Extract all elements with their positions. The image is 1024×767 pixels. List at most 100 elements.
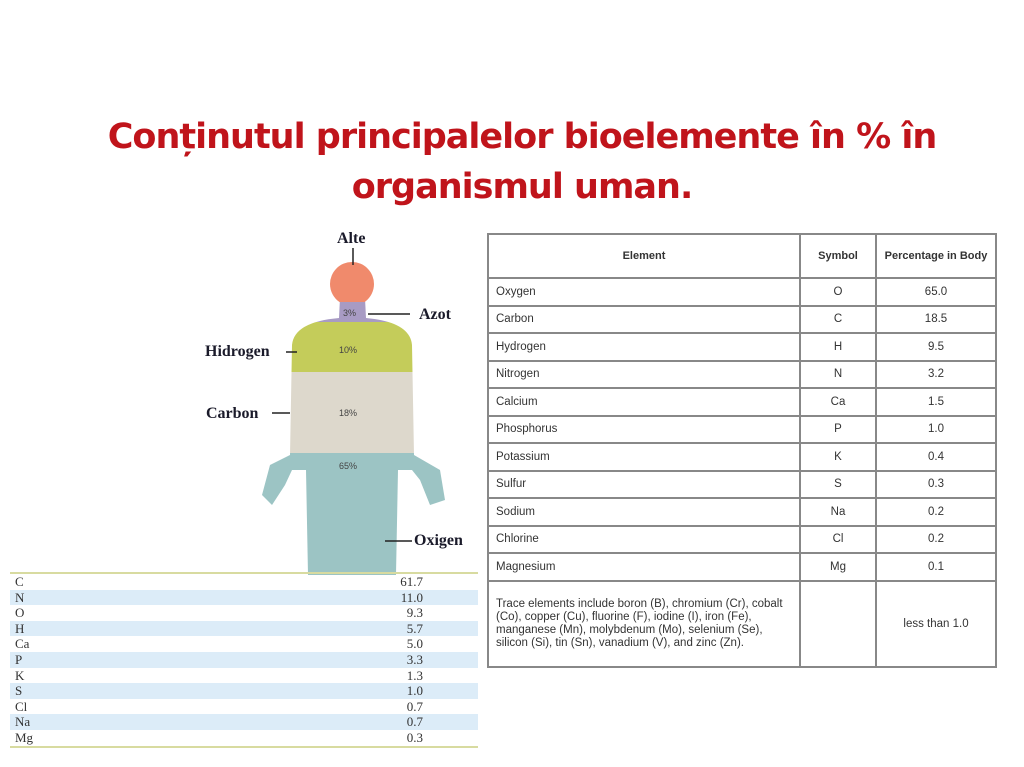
band-others bbox=[262, 262, 445, 302]
value-cell: 61.7 bbox=[400, 574, 423, 589]
header-percentage: Percentage in Body bbox=[875, 233, 997, 279]
element-cell: Sodium bbox=[487, 497, 801, 527]
element-cell: Calcium bbox=[487, 387, 801, 417]
table-row: Mg 0.3 bbox=[10, 730, 478, 746]
header-symbol: Symbol bbox=[799, 233, 877, 279]
symbol-cell: P bbox=[15, 651, 23, 667]
value-cell: 1.3 bbox=[406, 667, 423, 683]
element-cell: Nitrogen bbox=[487, 359, 801, 389]
table-row: Calcium Ca 1.5 bbox=[487, 387, 997, 417]
percentage-cell: 0.4 bbox=[875, 442, 997, 472]
symbol-cell: Ca bbox=[15, 636, 30, 652]
symbol-cell: P bbox=[799, 414, 877, 444]
symbol-cell: K bbox=[799, 442, 877, 472]
element-cell: Carbon bbox=[487, 304, 801, 334]
pct-hydrogen: 10% bbox=[339, 345, 358, 355]
percentage-cell: 1.0 bbox=[875, 414, 997, 444]
body-composition-table: Element Symbol Percentage in Body Oxygen… bbox=[487, 233, 997, 668]
element-cell: Phosphorus bbox=[487, 414, 801, 444]
label-others: Alte bbox=[337, 230, 366, 247]
element-cell: Hydrogen bbox=[487, 332, 801, 362]
table-row: P 3.3 bbox=[10, 651, 478, 668]
value-cell: 5.0 bbox=[406, 636, 423, 652]
table-row: S 1.0 bbox=[10, 683, 478, 699]
value-cell: 0.7 bbox=[406, 714, 423, 730]
table-row: Cl 0.7 bbox=[10, 699, 478, 715]
value-cell: 0.3 bbox=[406, 729, 423, 745]
percentage-cell: 0.1 bbox=[875, 552, 997, 582]
percentage-cell: 0.3 bbox=[875, 469, 997, 499]
band-oxygen bbox=[262, 453, 445, 575]
value-cell: 3.3 bbox=[406, 651, 423, 667]
symbol-cell: Na bbox=[15, 714, 31, 730]
value-cell: 11.0 bbox=[400, 589, 423, 605]
symbol-cell bbox=[799, 579, 877, 668]
symbol-cell: O bbox=[15, 605, 25, 621]
table-row: H 5.7 bbox=[10, 620, 478, 637]
element-cell: Chlorine bbox=[487, 524, 801, 554]
pct-oxygen: 65% bbox=[339, 461, 358, 471]
table-row: Sulfur S 0.3 bbox=[487, 469, 997, 499]
symbol-cell: Ca bbox=[799, 387, 877, 417]
value-cell: 9.3 bbox=[406, 605, 423, 621]
element-cell: Potassium bbox=[487, 442, 801, 472]
symbol-cell: C bbox=[15, 574, 24, 589]
table-row: Na 0.7 bbox=[10, 714, 478, 730]
pct-nitrogen: 3% bbox=[343, 308, 357, 318]
value-cell: 1.0 bbox=[406, 683, 423, 699]
table-row: O 9.3 bbox=[10, 605, 478, 621]
table-row: N 11.0 bbox=[10, 589, 478, 606]
symbol-cell: H bbox=[799, 332, 877, 362]
symbol-cell: H bbox=[15, 620, 25, 636]
symbol-cell: Cl bbox=[15, 698, 28, 714]
table-row: Potassium K 0.4 bbox=[487, 442, 997, 472]
element-cell: Oxygen bbox=[487, 277, 801, 307]
element-cell: Sulfur bbox=[487, 469, 801, 499]
percentage-cell: 0.2 bbox=[875, 497, 997, 527]
table-row: Nitrogen N 3.2 bbox=[487, 359, 997, 389]
element-cell: Magnesium bbox=[487, 552, 801, 582]
symbol-cell: K bbox=[15, 667, 25, 683]
label-hydrogen: Hidrogen bbox=[205, 343, 270, 360]
symbol-cell: N bbox=[15, 589, 25, 605]
percentage-cell: less than 1.0 bbox=[875, 579, 997, 668]
symbol-cell: Cl bbox=[799, 524, 877, 554]
table-row: Phosphorus P 1.0 bbox=[487, 414, 997, 444]
element-mass-table: C 61.7 N 11.0 O 9.3 H 5.7 Ca 5.0 P 3.3 K 1.3 S 1.0 Cl 0.7… bbox=[10, 572, 478, 748]
table-row: Hydrogen H 9.5 bbox=[487, 332, 997, 362]
pct-carbon: 18% bbox=[339, 408, 358, 418]
table-header: Element Symbol Percentage in Body bbox=[487, 233, 997, 279]
symbol-cell: N bbox=[799, 359, 877, 389]
table-row: C 61.7 bbox=[10, 574, 478, 590]
table-row: Trace elements include boron (B), chromi… bbox=[487, 579, 997, 668]
table-row: Carbon C 18.5 bbox=[487, 304, 997, 334]
percentage-cell: 9.5 bbox=[875, 332, 997, 362]
value-cell: 0.7 bbox=[406, 698, 423, 714]
symbol-cell: Mg bbox=[799, 552, 877, 582]
percentage-cell: 18.5 bbox=[875, 304, 997, 334]
table-row: Ca 5.0 bbox=[10, 636, 478, 652]
percentage-cell: 1.5 bbox=[875, 387, 997, 417]
table-row: K 1.3 bbox=[10, 668, 478, 684]
label-carbon: Carbon bbox=[206, 405, 259, 422]
table-row: Oxygen O 65.0 bbox=[487, 277, 997, 307]
symbol-cell: Na bbox=[799, 497, 877, 527]
label-nitrogen: Azot bbox=[419, 306, 451, 323]
symbol-cell: O bbox=[799, 277, 877, 307]
table-row: Sodium Na 0.2 bbox=[487, 497, 997, 527]
value-cell: 5.7 bbox=[406, 620, 423, 636]
table-row: Magnesium Mg 0.1 bbox=[487, 552, 997, 582]
symbol-cell: C bbox=[799, 304, 877, 334]
header-element: Element bbox=[487, 233, 801, 279]
element-cell: Trace elements include boron (B), chromi… bbox=[487, 579, 801, 668]
symbol-cell: S bbox=[799, 469, 877, 499]
symbol-cell: S bbox=[15, 683, 23, 699]
percentage-cell: 0.2 bbox=[875, 524, 997, 554]
table-row: Chlorine Cl 0.2 bbox=[487, 524, 997, 554]
percentage-cell: 3.2 bbox=[875, 359, 997, 389]
slide-title: Conținutul principalelor bioelemente în … bbox=[107, 117, 938, 207]
percentage-cell: 65.0 bbox=[875, 277, 997, 307]
symbol-cell: Mg bbox=[15, 729, 34, 745]
